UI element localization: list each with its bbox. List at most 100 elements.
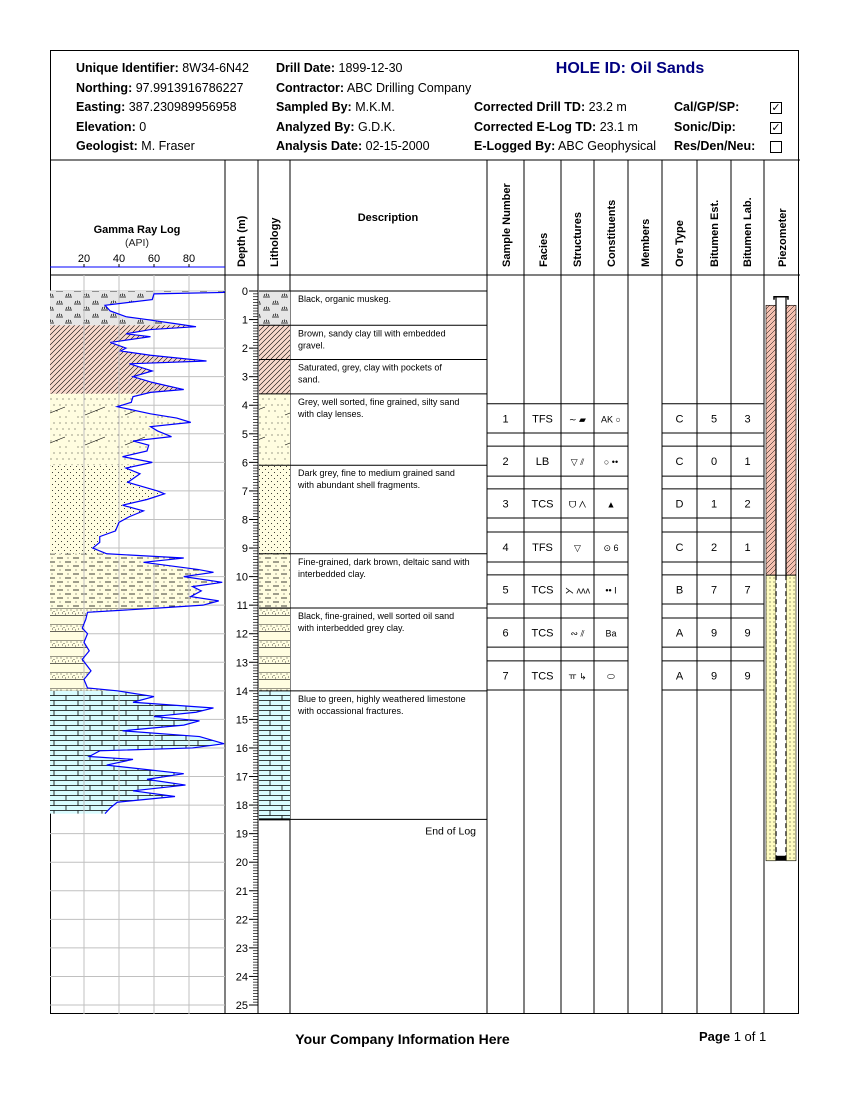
field-value: ABC Geophysical: [558, 139, 657, 153]
sample-structures: ᗜ ⋀: [569, 499, 587, 509]
description-text: Black, organic muskeg.: [298, 294, 391, 304]
depth-label: 2: [242, 343, 248, 355]
gamma-tick-label: 80: [183, 253, 195, 265]
sample-constituents: ○ ••: [604, 457, 618, 467]
depth-label: 3: [242, 372, 248, 384]
sample-bitumen-est: 7: [711, 584, 717, 596]
sample-number: 4: [502, 542, 508, 554]
lithology-till: [259, 325, 290, 360]
gamma-fill-muskeg: [50, 291, 224, 326]
field-value: 23.1 m: [599, 120, 638, 134]
sample-bitumen-lab: 2: [744, 498, 750, 510]
checkbox[interactable]: [770, 141, 782, 153]
sample-ore-type: A: [676, 628, 684, 640]
piezometer-header: Piezometer: [777, 208, 789, 267]
piezometer-cap: [773, 295, 789, 300]
sample-constituents: AK ○: [601, 414, 621, 424]
bitumen-est-header: Bitumen Est.: [709, 200, 721, 267]
description-text: interbedded clay.: [298, 569, 366, 579]
description-text: Saturated, grey, clay with pockets of: [298, 363, 442, 373]
company-info: Your Company Information Here: [295, 1031, 510, 1047]
gamma-fill-silty-sand: [50, 393, 224, 466]
check-row: Sonic/Dip:: [674, 120, 736, 134]
depth-label: 10: [236, 572, 248, 584]
check-label: Sonic/Dip:: [674, 120, 736, 134]
depth-header: Depth (m): [236, 215, 248, 267]
lithology-header: Lithology: [269, 217, 281, 267]
sample-number: 3: [502, 498, 508, 510]
depth-label: 1: [242, 315, 248, 327]
sample-structures: ∼ ▰: [569, 414, 586, 424]
sample-bitumen-lab: 1: [744, 456, 750, 468]
sample-ore-type: C: [676, 413, 684, 425]
checkbox[interactable]: ✓: [770, 122, 782, 134]
description-text: with interbedded grey clay.: [297, 623, 404, 633]
gamma-curve: [81, 291, 225, 815]
header-field: Geologist: M. Fraser: [76, 139, 195, 153]
sample-ore-type: A: [676, 670, 684, 682]
depth-label: 13: [236, 657, 248, 669]
depth-label: 19: [236, 829, 248, 841]
description-text: gravel.: [298, 340, 325, 350]
sample-bitumen-est: 9: [711, 628, 717, 640]
sample-constituents: •• I: [605, 585, 616, 595]
field-label: Analysis Date:: [276, 139, 363, 153]
piezometer-seal-left: [765, 304, 777, 576]
depth-label: 8: [242, 514, 248, 526]
sample-facies: TFS: [532, 413, 553, 425]
field-label: Corrected E-Log TD:: [474, 120, 597, 134]
header-field: E-Logged By: ABC Geophysical: [474, 139, 656, 153]
field-label: Elevation:: [76, 120, 136, 134]
sample-number: 1: [502, 413, 508, 425]
sample-facies: TFS: [532, 542, 553, 554]
description-text: Brown, sandy clay till with embedded: [298, 328, 446, 338]
description-text: Black, fine-grained, well sorted oil san…: [298, 611, 454, 621]
sample-bitumen-est: 5: [711, 413, 717, 425]
members-header: Members: [640, 219, 652, 267]
gamma-tick-label: 40: [113, 253, 125, 265]
description-text: with clay lenses.: [297, 409, 364, 419]
depth-label: 14: [236, 686, 248, 698]
sample-number-header: Sample Number: [501, 183, 513, 267]
field-label: Analyzed By:: [276, 120, 355, 134]
field-label: Sampled By:: [276, 100, 352, 114]
field-label: Unique Identifier:: [76, 61, 179, 75]
field-value: 97.9913916786227: [135, 81, 244, 95]
sample-constituents: ⬭: [607, 671, 615, 681]
sample-number: 2: [502, 456, 508, 468]
depth-label: 17: [236, 772, 248, 784]
check-label: Cal/GP/SP:: [674, 100, 740, 114]
page-number: Page 1 of 1: [699, 1029, 766, 1044]
depth-label: 22: [236, 914, 248, 926]
check-row: Cal/GP/SP:: [674, 100, 739, 114]
page-value: 1 of 1: [733, 1029, 767, 1044]
sample-ore-type: B: [676, 584, 683, 596]
sample-bitumen-est: 9: [711, 670, 717, 682]
depth-label: 23: [236, 943, 248, 955]
sample-facies: TCS: [532, 498, 554, 510]
depth-label: 24: [236, 971, 248, 983]
field-label: E-Logged By:: [474, 139, 556, 153]
header-field: Elevation: 0: [76, 120, 146, 134]
description-text: Blue to green, highly weathered limeston…: [298, 694, 466, 704]
gamma-fill-deltaic-sand: [50, 553, 224, 609]
field-label: Geologist:: [76, 139, 138, 153]
sample-bitumen-lab: 7: [744, 584, 750, 596]
facies-header: Facies: [538, 233, 550, 267]
sample-number: 7: [502, 670, 508, 682]
sample-bitumen-est: 2: [711, 542, 717, 554]
ore-type-header: Ore Type: [674, 220, 686, 267]
depth-label: 16: [236, 743, 248, 755]
hole-id-title: HOLE ID: Oil Sands: [555, 60, 705, 77]
sample-bitumen-lab: 1: [744, 542, 750, 554]
checkbox[interactable]: ✓: [770, 102, 782, 114]
check-label: Res/Den/Neu:: [674, 139, 756, 153]
depth-label: 11: [237, 600, 248, 612]
description-text: Grey, well sorted, fine grained, silty s…: [298, 397, 459, 407]
page-label: Page: [699, 1029, 731, 1044]
gamma-tick-label: 20: [78, 253, 90, 265]
sample-facies: TCS: [532, 670, 554, 682]
sample-facies: TCS: [532, 584, 554, 596]
depth-label: 0: [242, 286, 248, 298]
